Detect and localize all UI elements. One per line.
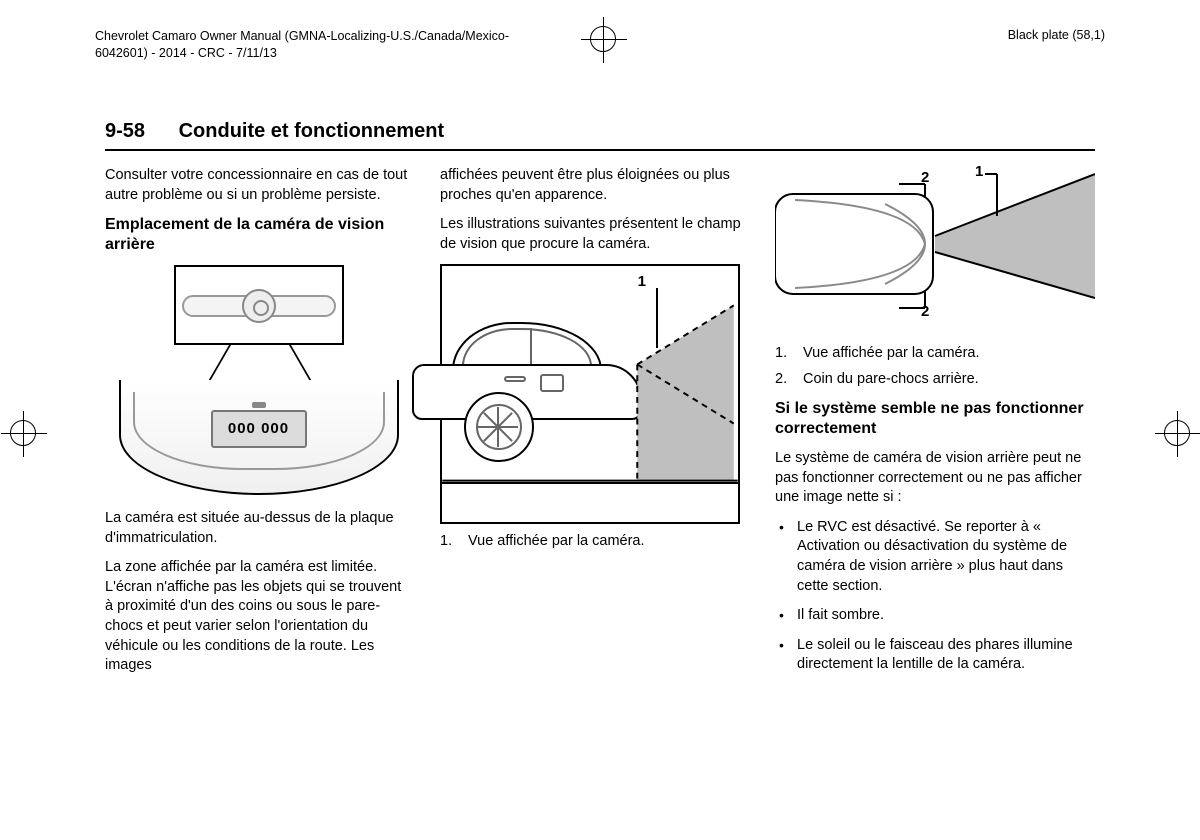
bullet-item: Le soleil ou le faisceau des phares illu…: [775, 636, 1095, 675]
page-number: 9-58: [105, 120, 145, 142]
caption-num: 2.: [775, 370, 793, 390]
fig3-label-2a: 2: [921, 168, 929, 188]
col1-p1: Consulter votre concessionnaire en cas d…: [105, 166, 412, 205]
fig3-label-1: 1: [975, 162, 983, 182]
col3-p1: Le système de caméra de vision arrière p…: [775, 449, 1095, 508]
fig3-caption-list: 1. Vue affichée par la caméra. 2. Coin d…: [775, 344, 1095, 389]
rear-view: 000 000: [119, 380, 399, 495]
meta-line2: 6042601) - 2014 - CRC - 7/11/13: [95, 45, 509, 62]
col2-p2: Les illustrations suivantes présentent l…: [440, 215, 747, 254]
license-plate: 000 000: [211, 410, 307, 448]
fig2-label-1: 1: [638, 272, 646, 292]
fig3-label-2b: 2: [921, 302, 929, 322]
caption-text: Vue affichée par la caméra.: [468, 532, 645, 552]
meta-right: Black plate (58,1): [1008, 28, 1105, 62]
header-left: Chevrolet Camaro Owner Manual (GMNA-Loca…: [95, 28, 509, 62]
content-columns: Consulter votre concessionnaire en cas d…: [105, 166, 1095, 810]
caption-text: Coin du pare-chocs arrière.: [803, 370, 979, 390]
bullet-item: Le RVC est désactivé. Se reporter à « Ac…: [775, 518, 1095, 596]
col1-subheading: Emplacement de la caméra de vision arriè…: [105, 215, 412, 255]
col3-bullet-list: Le RVC est désactivé. Se reporter à « Ac…: [775, 518, 1095, 675]
fig2-caption-list: 1. Vue affichée par la caméra.: [440, 532, 747, 552]
caption-num: 1.: [440, 532, 458, 552]
caption-num: 1.: [775, 344, 793, 364]
section-title: Conduite et fonctionnement: [179, 120, 445, 142]
caption-text: Vue affichée par la caméra.: [803, 344, 980, 364]
col1-p2: La caméra est située au-dessus de la pla…: [105, 509, 412, 548]
column-3: 2 1 2 1. Vue affichée par la caméra. 2. …: [775, 166, 1095, 810]
column-1: Consulter votre concessionnaire en cas d…: [105, 166, 412, 810]
header-meta: Chevrolet Camaro Owner Manual (GMNA-Loca…: [95, 28, 1105, 62]
car-side-icon: [412, 322, 642, 432]
meta-line1: Chevrolet Camaro Owner Manual (GMNA-Loca…: [95, 28, 509, 45]
page-heading: 9-58 Conduite et fonctionnement: [105, 120, 1095, 151]
figure-camera-location: 000 000: [119, 265, 399, 495]
bullet-item: Il fait sombre.: [775, 606, 1095, 626]
figure-top-fov: 2 1 2: [775, 166, 1095, 336]
col3-subheading: Si le système semble ne pas fonctionner …: [775, 399, 1095, 439]
col2-p1: affichées peuvent être plus éloignées ou…: [440, 166, 747, 205]
camera-icon: [242, 289, 276, 323]
figure-side-fov: 1: [440, 264, 740, 524]
detail-inset: [174, 265, 344, 345]
column-2: affichées peuvent être plus éloignées ou…: [440, 166, 747, 810]
col1-p3: La zone affichée par la caméra est limit…: [105, 558, 412, 675]
